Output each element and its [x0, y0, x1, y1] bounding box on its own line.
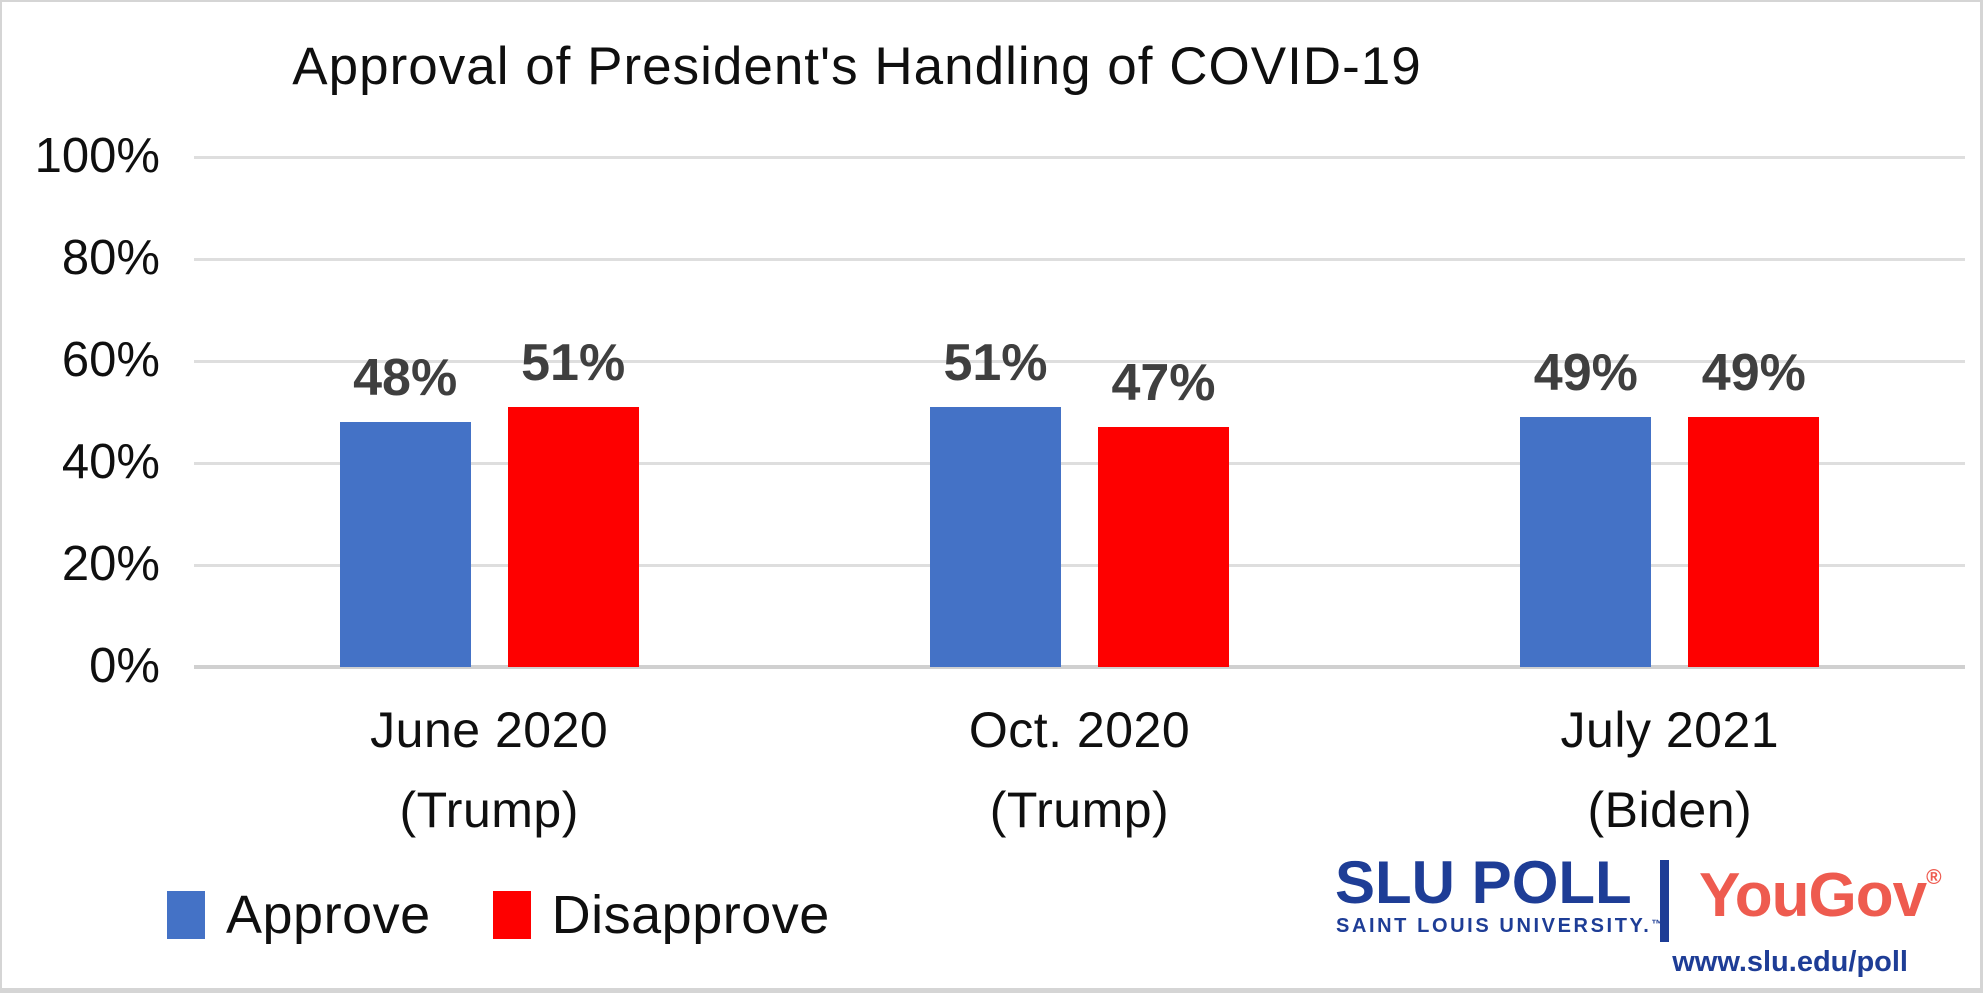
category-line2: (Trump): [399, 782, 579, 838]
category-line1: July 2021: [1560, 702, 1780, 758]
bar-approve: [339, 422, 471, 667]
category-line1: June 2020: [370, 702, 609, 758]
logo-divider: [1660, 860, 1669, 942]
legend-item-disapprove: Disapprove: [492, 884, 830, 946]
y-axis-tick-label: 80%: [61, 231, 160, 285]
gridline: [194, 156, 1965, 159]
chart-title: Approval of President's Handling of COVI…: [292, 37, 1422, 96]
bar-disapprove: [1688, 417, 1820, 667]
slu-university-text: SAINT LOUIS UNIVERSITY.: [1336, 915, 1652, 937]
legend-swatch-approve: [167, 891, 205, 939]
slu-poll-url: www.slu.edu/poll: [1672, 946, 1908, 978]
bar-value-label: 48%: [353, 349, 458, 408]
gridline: [194, 564, 1965, 567]
legend-label-approve: Approve: [226, 885, 431, 945]
gridline: [194, 258, 1965, 261]
y-axis-tick-label: 0%: [89, 639, 160, 693]
yougov-text: YouGov: [1699, 861, 1927, 930]
gridline: [194, 462, 1965, 465]
y-axis-tick-label: 40%: [61, 435, 160, 489]
category-line2: (Biden): [1587, 782, 1753, 838]
yougov-logo: YouGov®: [1699, 860, 1942, 931]
legend-item-approve: Approve: [167, 884, 431, 946]
category-line1: Oct. 2020: [968, 702, 1191, 758]
category-label: July 2021 (Biden): [1375, 690, 1965, 850]
bar-value-label: 51%: [943, 333, 1048, 392]
category-label: Oct. 2020 (Trump): [784, 690, 1374, 850]
bar-disapprove: [1098, 427, 1229, 667]
x-axis-line: [194, 665, 1965, 669]
legend: Approve Disapprove: [167, 884, 830, 946]
legend-label-disapprove: Disapprove: [551, 885, 830, 945]
registered-mark-icon: ®: [1926, 866, 1942, 889]
gridline: [194, 360, 1965, 363]
y-axis-tick-label: 60%: [61, 333, 160, 387]
slu-poll-logo-poll: POLL: [1455, 849, 1632, 916]
bar-value-label: 47%: [1111, 354, 1216, 413]
bar-value-label: 49%: [1701, 344, 1806, 403]
slu-poll-logo-slu: SLU: [1335, 849, 1455, 916]
bar-approve: [1520, 417, 1652, 667]
category-line2: (Trump): [989, 782, 1170, 838]
bar-approve: [930, 406, 1061, 667]
category-label: June 2020 (Trump): [194, 690, 784, 850]
slu-university-label: SAINT LOUIS UNIVERSITY.™: [1336, 915, 1663, 938]
bar-value-label: 51%: [521, 333, 626, 392]
slu-poll-logo: SLU POLL: [1335, 850, 1632, 916]
legend-swatch-disapprove: [492, 891, 531, 939]
bar-disapprove: [507, 406, 639, 667]
y-axis-tick-label: 20%: [61, 537, 160, 591]
y-axis-tick-label: 100%: [34, 129, 160, 183]
bar-value-label: 49%: [1533, 344, 1638, 403]
